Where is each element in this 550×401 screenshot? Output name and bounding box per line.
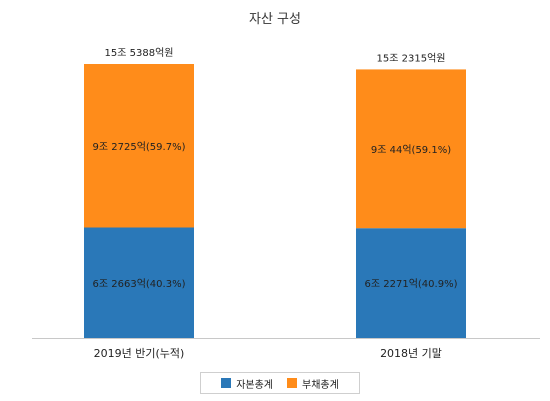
data-label-liabilities-0: 9조 2725억(59.7%) xyxy=(93,141,186,153)
legend-swatch-equity xyxy=(221,378,232,388)
chart-legend: 자본총계 부채총계 xyxy=(200,372,360,394)
category-label-1: 2018년 기말 xyxy=(380,347,442,360)
data-label-liabilities-1: 9조 44억(59.1%) xyxy=(371,144,451,156)
legend-item-equity[interactable]: 자본총계 xyxy=(221,376,273,391)
legend-item-liabilities[interactable]: 부채총계 xyxy=(287,376,339,391)
bar-equity-0 xyxy=(84,227,194,338)
bar-liabilities-0 xyxy=(84,64,194,228)
total-label-0: 15조 5388억원 xyxy=(105,47,174,59)
legend-label-liabilities: 부채총계 xyxy=(302,379,339,391)
legend-label-equity: 자본총계 xyxy=(236,379,273,391)
category-label-0: 2019년 반기(누적) xyxy=(94,347,185,360)
data-label-equity-0: 6조 2663억(40.3%) xyxy=(93,278,186,290)
chart-title: 자산 구성 xyxy=(249,12,301,27)
legend-swatch-liabilities xyxy=(287,378,297,388)
total-label-1: 15조 2315억원 xyxy=(377,52,446,64)
bar-liabilities-1 xyxy=(356,69,466,229)
data-label-equity-1: 6조 2271억(40.9%) xyxy=(365,278,458,290)
bar-equity-1 xyxy=(356,228,466,338)
